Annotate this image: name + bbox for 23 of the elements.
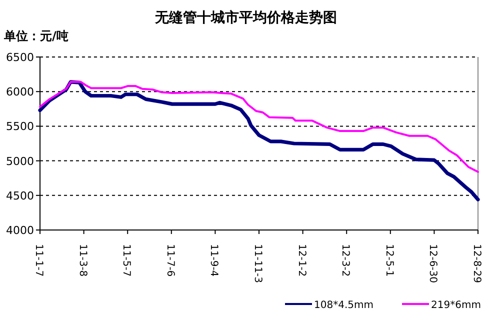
x-tick-label: 11-9-4: [208, 244, 220, 277]
y-axis-title: 单位：元/吨: [3, 29, 68, 43]
x-tick-label: 12-5-1: [383, 244, 394, 277]
y-tick-label: 6500: [6, 51, 34, 64]
legend-label: 108*4.5mm: [314, 300, 374, 311]
x-tick-label: 11-1-7: [33, 244, 44, 277]
y-tick-label: 5000: [6, 154, 34, 168]
x-tick-label: 12-8-29: [471, 244, 482, 284]
x-tick-label: 11-5-7: [120, 244, 132, 277]
x-tick-label: 12-3-2: [340, 244, 351, 277]
x-tick-label: 12-1-2: [296, 244, 307, 277]
legend-label: 219*6mm: [431, 300, 481, 311]
chart-title: 无缝管十城市平均价格走势图: [154, 9, 337, 26]
x-tick-label: 11-3-8: [76, 244, 88, 277]
line-series: [39, 80, 479, 173]
y-tick-label: 6000: [6, 86, 34, 99]
y-tick-label: 4500: [6, 189, 34, 202]
y-tick-label: 4000: [6, 224, 34, 237]
y-tick-label: 5500: [6, 120, 34, 134]
x-tick-label: 11-7-6: [164, 244, 176, 277]
line-series: [38, 80, 480, 202]
x-tick-label: 11-11-3: [252, 244, 263, 284]
x-tick-label: 12-6-30: [427, 244, 438, 284]
